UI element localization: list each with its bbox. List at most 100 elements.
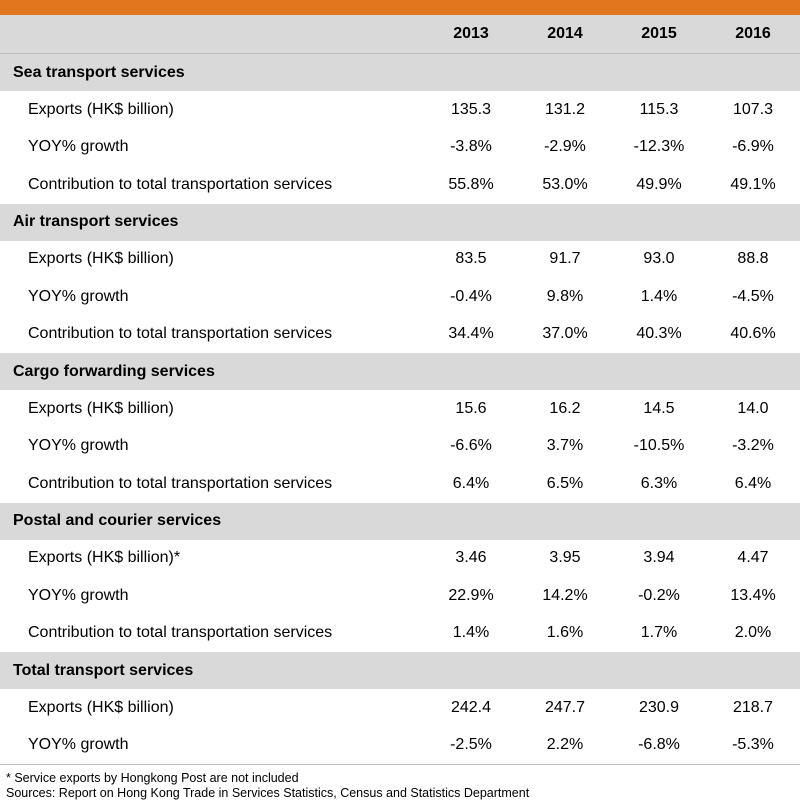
value-cell: 3.95 [549, 549, 581, 567]
header-empty-cell [0, 15, 424, 54]
value-cell: 13.4% [730, 586, 776, 604]
value-cell: -3.2% [732, 437, 774, 455]
section-header-row: Postal and courier services [0, 502, 800, 540]
value-cell: 2.2% [518, 726, 612, 765]
table-row: Exports (HK$ billion) 15.6 16.2 14.5 14.0 [0, 390, 800, 428]
row-label: Contribution to total transportation ser… [28, 175, 333, 193]
section-header-row: Cargo forwarding services [0, 353, 800, 390]
value-cell: 247.7 [544, 698, 586, 716]
section-header-row: Sea transport services [0, 53, 800, 91]
row-label: Contribution to total transportation ser… [28, 474, 333, 492]
value-cell: 22.9% [448, 586, 494, 604]
row-label: Exports (HK$ billion) [28, 399, 174, 417]
value-cell: -0.2% [638, 586, 680, 604]
value-cell: -4.5% [732, 287, 774, 305]
value-cell: 242.4 [450, 698, 492, 716]
row-label: Exports (HK$ billion) [28, 250, 174, 268]
value-cell: 93.0 [643, 250, 675, 268]
value-cell: 14.2% [542, 586, 588, 604]
value-cell: 6.3% [640, 474, 678, 492]
row-label: Exports (HK$ billion) [28, 698, 174, 716]
row-label: YOY% growth [28, 586, 129, 604]
value-cell: -12.3% [633, 138, 685, 156]
section-title: Postal and courier services [0, 502, 800, 540]
section-header-row: Total transport services [0, 652, 800, 689]
row-label: Contribution to total transportation ser… [28, 325, 333, 343]
table-row: Exports (HK$ billion)* 3.46 3.95 3.94 4.47 [0, 540, 800, 578]
value-cell: -5.3% [706, 726, 800, 765]
table-row: YOY% growth -3.8% -2.9% -12.3% -6.9% [0, 129, 800, 167]
value-cell: 4.47 [737, 549, 769, 567]
section-title: Sea transport services [0, 53, 800, 91]
value-cell: 37.0% [542, 325, 588, 343]
value-cell: 53.0% [542, 175, 588, 193]
top-accent-bar [0, 0, 800, 15]
value-cell: 91.7 [549, 250, 581, 268]
value-cell: 3.46 [455, 549, 487, 567]
value-cell: 6.5% [546, 474, 584, 492]
row-label: YOY% growth [28, 138, 129, 156]
year-header: 2015 [612, 15, 706, 54]
value-cell: 16.2 [549, 399, 581, 417]
value-cell: 3.94 [643, 549, 675, 567]
value-cell: -3.8% [450, 138, 492, 156]
table-row: YOY% growth -2.5% 2.2% -6.8% -5.3% [0, 726, 800, 765]
row-label: Contribution to total transportation ser… [28, 624, 333, 642]
value-cell: 131.2 [544, 100, 586, 118]
table-row: YOY% growth 22.9% 14.2% -0.2% 13.4% [0, 577, 800, 615]
value-cell: 40.6% [730, 325, 776, 343]
value-cell: 115.3 [639, 100, 679, 118]
value-cell: 6.4% [452, 474, 490, 492]
value-cell: -0.4% [450, 287, 492, 305]
value-cell: 34.4% [448, 325, 494, 343]
value-cell: -2.5% [424, 726, 518, 765]
section-header-row: Air transport services [0, 203, 800, 241]
row-label: YOY% growth [28, 287, 129, 305]
value-cell: -6.8% [612, 726, 706, 765]
value-cell: 1.4% [640, 287, 678, 305]
value-cell: 14.0 [737, 399, 769, 417]
header-row: 2013 2014 2015 2016 [0, 15, 800, 54]
value-cell: 9.8% [546, 287, 584, 305]
table-row: Contribution to total transportation ser… [0, 615, 800, 653]
value-cell: 55.8% [448, 175, 494, 193]
value-cell: 1.7% [640, 624, 678, 642]
value-cell: 218.7 [732, 698, 774, 716]
year-header: 2014 [518, 15, 612, 54]
value-cell: 40.3% [636, 325, 682, 343]
table-row: Exports (HK$ billion) 83.5 91.7 93.0 88.8 [0, 241, 800, 279]
notes: * Service exports by Hongkong Post are n… [0, 765, 800, 801]
section-title: Cargo forwarding services [0, 353, 800, 390]
year-header: 2013 [424, 15, 518, 54]
value-cell: 135.3 [450, 100, 492, 118]
value-cell: 107.3 [732, 100, 774, 118]
value-cell: 3.7% [546, 437, 584, 455]
value-cell: 14.5 [643, 399, 675, 417]
table-row: Exports (HK$ billion) 242.4 247.7 230.9 218.… [0, 689, 800, 727]
row-label: YOY% growth [28, 437, 129, 455]
table-row: Contribution to total transportation ser… [0, 316, 800, 354]
value-cell: 6.4% [734, 474, 772, 492]
section-title: Total transport services [0, 652, 800, 689]
value-cell: 2.0% [734, 624, 772, 642]
value-cell: 1.6% [546, 624, 584, 642]
value-cell: 230.9 [638, 698, 680, 716]
value-cell: 1.4% [452, 624, 490, 642]
value-cell: -10.5% [633, 437, 685, 455]
value-cell: 83.5 [455, 250, 487, 268]
table-row: YOY% growth -0.4% 9.8% 1.4% -4.5% [0, 278, 800, 316]
row-label: YOY% growth [0, 726, 424, 765]
value-cell: 88.8 [737, 250, 769, 268]
table-row: Exports (HK$ billion) 135.3 131.2 115.3 107.… [0, 91, 800, 129]
value-cell: -2.9% [544, 138, 586, 156]
value-cell: 49.9% [636, 175, 682, 193]
table-row: Contribution to total transportation ser… [0, 166, 800, 204]
value-cell: 15.6 [455, 399, 487, 417]
footnote: * Service exports by Hongkong Post are n… [6, 771, 299, 785]
row-label: Exports (HK$ billion)* [28, 549, 181, 567]
sources-note: Sources: Report on Hong Kong Trade in Se… [6, 786, 530, 800]
value-cell: -6.9% [732, 138, 774, 156]
year-header: 2016 [706, 15, 800, 54]
section-title: Air transport services [0, 203, 800, 241]
value-cell: 49.1% [730, 175, 776, 193]
